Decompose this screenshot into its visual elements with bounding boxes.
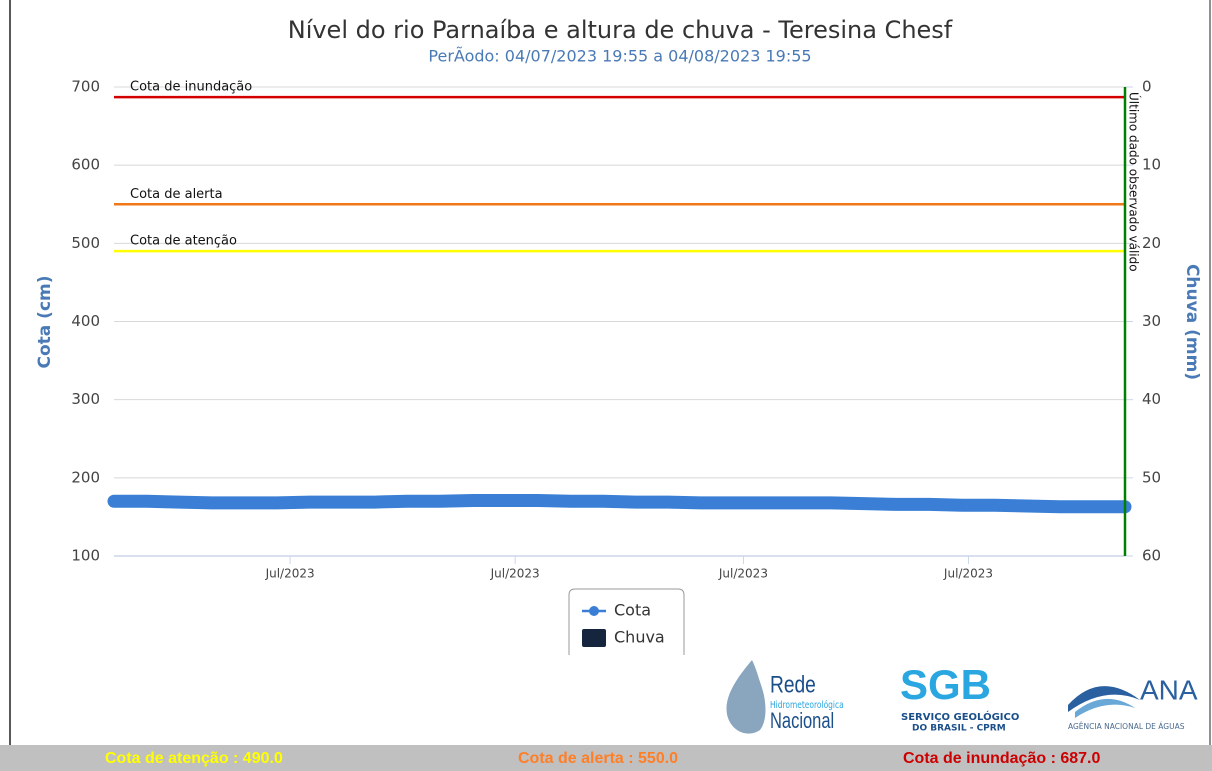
logo-text: ANA bbox=[1140, 674, 1198, 705]
y2-tick-label: 0 bbox=[1142, 78, 1152, 96]
footer-text: Cota de alerta : 550.0 bbox=[518, 750, 678, 767]
y2-tick-label: 30 bbox=[1142, 312, 1161, 330]
logo-text: Hidrometeorológica bbox=[770, 699, 844, 711]
y-tick-label: 100 bbox=[71, 547, 100, 565]
y2-tick-label: 60 bbox=[1142, 547, 1161, 565]
legend-label: Cota bbox=[614, 601, 651, 620]
y2-axis-label: Chuva (mm) bbox=[1182, 264, 1202, 380]
y-tick-label: 600 bbox=[71, 156, 100, 174]
logo-ana: ANA AGÊNCIA NACIONAL DE ÁGUAS bbox=[1068, 674, 1198, 731]
y-axis-label: Cota (cm) bbox=[35, 275, 55, 368]
x-tick-label: Jul/2023 bbox=[718, 567, 768, 581]
y2-tick-label: 40 bbox=[1142, 390, 1161, 408]
logo-shape bbox=[726, 660, 766, 734]
threshold-label: Cota de alerta bbox=[130, 187, 223, 202]
x-tick-label: Jul/2023 bbox=[943, 567, 993, 581]
series-line bbox=[107, 494, 1132, 514]
footer-bar bbox=[0, 745, 1212, 771]
threshold-label: Cota de inundação bbox=[130, 80, 252, 95]
logo-text: Rede bbox=[770, 670, 816, 698]
y2-tick-label: 10 bbox=[1142, 156, 1161, 174]
y-tick-label: 500 bbox=[71, 234, 100, 252]
logo-rede: Rede Hidrometeorológica Nacional bbox=[726, 660, 844, 734]
x-tick-label: Jul/2023 bbox=[490, 567, 540, 581]
logo-text: SGB bbox=[900, 661, 991, 708]
footer-text: Cota de inundação : 687.0 bbox=[903, 750, 1100, 767]
logo-text: AGÊNCIA NACIONAL DE ÁGUAS bbox=[1068, 722, 1185, 731]
legend-label: Chuva bbox=[614, 628, 665, 647]
y2-tick-label: 50 bbox=[1142, 468, 1161, 486]
x-tick-label: Jul/2023 bbox=[265, 567, 315, 581]
logo-text: DO BRASIL - CPRM bbox=[912, 724, 1006, 734]
y-tick-label: 300 bbox=[71, 390, 100, 408]
legend-swatch bbox=[589, 606, 599, 616]
y-tick-label: 200 bbox=[71, 468, 100, 486]
logo-text: SERVIÇO GEOLÓGICO bbox=[901, 710, 1019, 723]
logo-shape bbox=[1075, 698, 1135, 718]
y2-tick-label: 20 bbox=[1142, 234, 1161, 252]
footer-text: Cota de atenção : 490.0 bbox=[105, 750, 283, 767]
legend-swatch bbox=[582, 629, 606, 647]
marker-label: Último dado observado válido bbox=[1127, 92, 1142, 272]
y-tick-label: 700 bbox=[71, 78, 100, 96]
logo-shape bbox=[1068, 686, 1140, 712]
logo-text: Nacional bbox=[770, 709, 834, 734]
chart-title: Nível do rio Parnaíba e altura de chuva … bbox=[288, 16, 953, 44]
logo-sgb: SGB SERVIÇO GEOLÓGICO DO BRASIL - CPRM bbox=[900, 661, 1019, 733]
threshold-label: Cota de atenção bbox=[130, 234, 237, 249]
chart-subtitle: PerÃodo: 04/07/2023 19:55 a 04/08/2023 1… bbox=[428, 47, 811, 66]
y-tick-label: 400 bbox=[71, 312, 100, 330]
